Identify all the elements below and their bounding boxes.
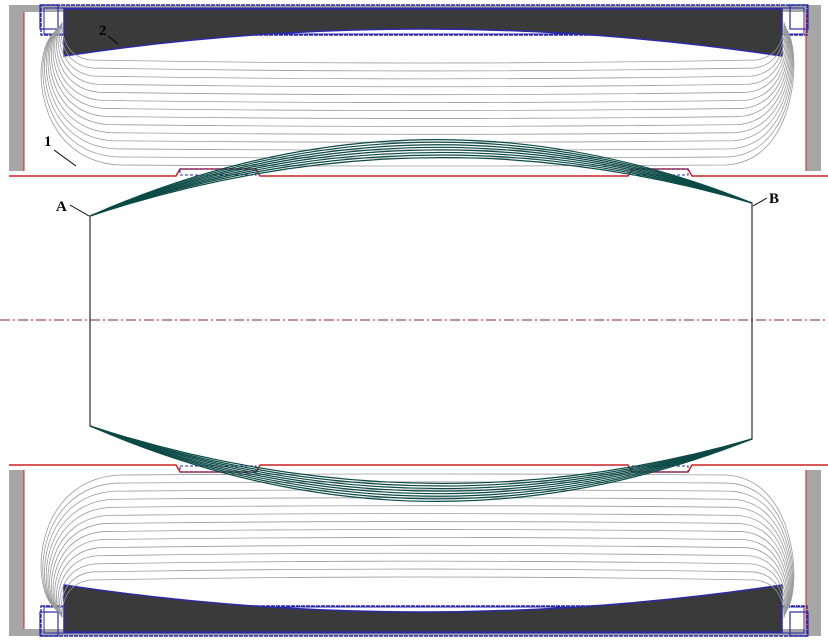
bottom-field-lines — [40, 473, 795, 619]
bottom-field-line — [42, 481, 794, 613]
label-a-group: A — [56, 199, 90, 217]
top-beam-trajectory — [89, 149, 753, 217]
top-beam-trajectory — [89, 156, 753, 217]
top-beam-trajectory — [89, 146, 753, 217]
bottom-beam-trajectory — [89, 425, 753, 492]
top-field-line — [57, 23, 787, 88]
leader-b — [752, 197, 768, 207]
bottom-bore-line — [9, 464, 828, 473]
top-corner-left — [39, 4, 59, 30]
bottom-field-line — [61, 576, 785, 619]
bottom-field-line — [46, 497, 792, 614]
bottom-field-line — [40, 473, 795, 613]
bottom-field-line — [52, 529, 789, 616]
top-beam-trajectory — [89, 151, 753, 217]
top-frame-inner — [43, 7, 805, 35]
top-corner-right — [789, 4, 809, 30]
leader-a — [69, 204, 90, 217]
top-coil — [63, 8, 783, 57]
label-b-group: B — [752, 191, 779, 207]
top-field-line — [61, 21, 785, 64]
top-beam-trajectory — [89, 154, 753, 217]
bottom-pole-assembly — [9, 464, 828, 637]
bottom-frame-inner — [43, 606, 805, 634]
bottom-field-line — [51, 521, 790, 616]
bottom-field-line — [54, 536, 788, 617]
bottom-yoke-rim — [23, 470, 807, 629]
bottom-field-line — [60, 568, 785, 618]
bottom-beam-trajectory — [89, 425, 753, 495]
top-field-line — [59, 22, 786, 80]
bottom-frame-outer — [40, 605, 808, 637]
label-1: 1 — [44, 134, 52, 150]
bottom-beam-trajectories — [89, 425, 753, 502]
bottom-beam-trajectory — [89, 425, 753, 485]
top-field-line — [51, 24, 790, 119]
bottom-beam-trajectory — [89, 425, 753, 502]
top-field-line — [54, 23, 788, 104]
top-beam-trajectory — [89, 141, 753, 217]
beam-envelope — [89, 203, 753, 439]
top-beam-trajectory — [89, 144, 753, 217]
top-field-line — [56, 23, 787, 96]
top-field-line — [47, 25, 791, 135]
label-a: A — [56, 199, 67, 215]
bottom-field-line — [57, 552, 787, 617]
top-field-line — [40, 27, 795, 167]
label-b: B — [769, 191, 779, 207]
top-field-line — [52, 24, 789, 111]
bottom-field-line — [44, 489, 793, 614]
label-1-group: 1 — [44, 134, 77, 167]
top-pole-assembly — [9, 4, 828, 177]
bottom-field-line — [59, 560, 786, 618]
top-frame-outer — [40, 4, 808, 36]
top-field-line — [49, 25, 791, 127]
label-2: 2 — [99, 23, 107, 39]
bottom-coil — [63, 584, 783, 633]
bottom-field-line — [47, 505, 791, 615]
bottom-beam-trajectory — [89, 425, 753, 487]
top-bore-line — [9, 168, 828, 177]
bottom-beam-trajectory — [89, 425, 753, 497]
bottom-corner-left — [39, 611, 59, 637]
bottom-corner-right — [789, 611, 809, 637]
bottom-beam-trajectory — [89, 425, 753, 500]
top-field-line — [60, 22, 785, 72]
bottom-beam-trajectory — [89, 425, 753, 490]
leader-1 — [53, 149, 77, 167]
label-2-group: 2 — [99, 23, 119, 45]
leader-2 — [107, 35, 119, 45]
top-yoke-rim — [23, 12, 807, 171]
top-beam-trajectory — [89, 139, 753, 217]
top-beam-trajectories — [89, 139, 753, 217]
bottom-field-line — [56, 544, 787, 617]
bottom-field-line — [49, 513, 791, 615]
